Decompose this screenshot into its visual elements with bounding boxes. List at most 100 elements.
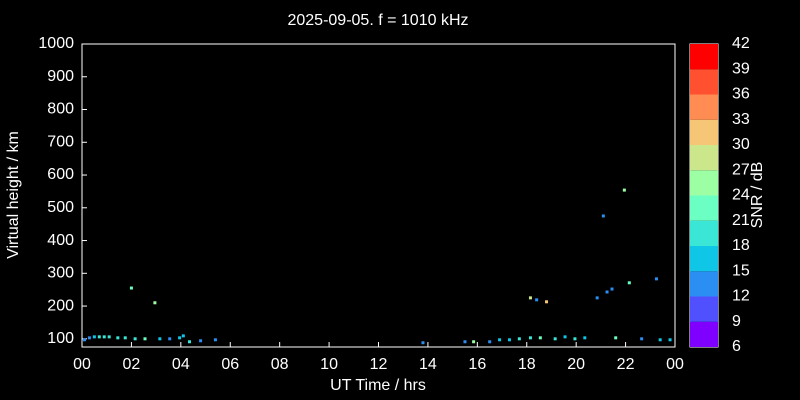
colorbar-tick-label: 36 (732, 86, 750, 103)
point (102, 335, 106, 339)
point (654, 277, 658, 281)
point (472, 340, 476, 344)
point (92, 335, 96, 339)
point (595, 296, 599, 300)
colorbar-swatch (690, 296, 718, 322)
point (583, 336, 587, 340)
plot-frame (81, 43, 676, 348)
x-tick-label: 22 (617, 356, 635, 373)
colorbar-tick-label: 15 (732, 262, 750, 279)
point (573, 337, 577, 341)
x-tick-label: 04 (172, 356, 190, 373)
y-tick-label: 100 (47, 330, 74, 347)
point (213, 338, 217, 342)
point (178, 336, 182, 340)
point (610, 287, 614, 291)
point (199, 339, 203, 343)
x-tick-label: 00 (73, 356, 91, 373)
y-tick-label: 900 (47, 68, 74, 85)
y-tick-label: 400 (47, 232, 74, 249)
point (517, 337, 521, 341)
point (158, 337, 162, 341)
colorbar-tick-label: 18 (732, 237, 750, 254)
point (498, 338, 502, 342)
colorbar-swatch (690, 69, 718, 95)
colorbar-swatch (690, 321, 718, 347)
x-tick-label: 00 (666, 356, 684, 373)
point (553, 337, 557, 341)
point (153, 301, 157, 305)
point (668, 338, 672, 342)
colorbar-swatch (690, 220, 718, 246)
point (143, 337, 147, 341)
point (545, 300, 549, 304)
colorbar-tick-label: 27 (732, 161, 750, 178)
colorbar-tick-label: 6 (732, 338, 741, 355)
x-tick-label: 16 (468, 356, 486, 373)
point (133, 337, 137, 341)
x-axis-label: UT Time / hrs (330, 377, 426, 394)
y-tick-label: 300 (47, 265, 74, 282)
colorbar-swatch (690, 246, 718, 272)
point (614, 336, 618, 340)
colorbar-tick-label: 9 (732, 313, 741, 330)
colorbar-swatch (690, 94, 718, 120)
y-tick-label: 500 (47, 199, 74, 216)
point (538, 336, 542, 340)
point (658, 338, 662, 342)
colorbar-tick-label: 42 (732, 35, 750, 52)
point (187, 340, 191, 344)
colorbar-tick-label: 24 (732, 187, 750, 204)
point (605, 290, 609, 294)
point (640, 337, 644, 341)
chart-title: 2025-09-05. f = 1010 kHz (287, 12, 468, 29)
x-tick-label: 02 (123, 356, 141, 373)
colorbar-swatch (690, 44, 718, 70)
y-tick-label: 800 (47, 101, 74, 118)
point (181, 334, 185, 338)
colorbar-swatch (690, 271, 718, 297)
point (129, 286, 133, 290)
point (627, 281, 631, 285)
x-tick-label: 06 (221, 356, 239, 373)
y-tick-label: 700 (47, 133, 74, 150)
y-axis-label: Virtual height / km (5, 131, 22, 259)
x-tick-label: 14 (419, 356, 437, 373)
point (116, 336, 120, 340)
point (168, 337, 172, 341)
colorbar-swatch (690, 195, 718, 221)
x-tick-label: 10 (320, 356, 338, 373)
point (488, 340, 492, 344)
point (528, 336, 532, 340)
point (507, 338, 511, 342)
point (528, 296, 532, 300)
x-tick-label: 08 (271, 356, 289, 373)
point (622, 188, 626, 192)
point (563, 335, 567, 339)
point (97, 335, 101, 339)
colorbar-swatch (690, 145, 718, 171)
point (123, 336, 127, 340)
colorbar-tick-label: 39 (732, 60, 750, 77)
y-tick-label: 600 (47, 166, 74, 183)
point (463, 340, 467, 344)
point (107, 335, 111, 339)
colorbar-tick-label: 12 (732, 288, 750, 305)
point (535, 298, 539, 302)
x-tick-label: 20 (567, 356, 585, 373)
colorbar-tick-label: 21 (732, 212, 750, 229)
colorbar-swatch (690, 170, 718, 196)
x-tick-label: 12 (370, 356, 388, 373)
colorbar-label: SNR / dB (749, 162, 766, 229)
colorbar-tick-label: 30 (732, 136, 750, 153)
y-tick-label: 200 (47, 297, 74, 314)
colorbar-tick-label: 33 (732, 111, 750, 128)
point (421, 341, 425, 345)
point (87, 336, 91, 340)
x-tick-label: 18 (518, 356, 536, 373)
colorbar-swatch (690, 119, 718, 145)
point (601, 214, 605, 218)
y-tick-label: 1000 (38, 35, 74, 52)
point (82, 338, 86, 342)
